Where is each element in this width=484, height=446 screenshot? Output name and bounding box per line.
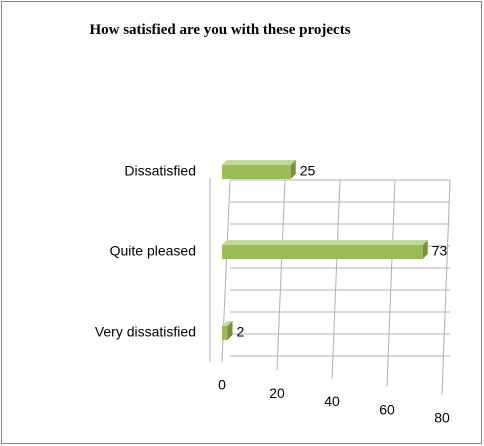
grid-line [441, 179, 451, 396]
bar [222, 321, 233, 340]
y-tick-label: Dissatisfied [124, 163, 196, 179]
value-label: 73 [432, 243, 448, 259]
value-label: 25 [300, 163, 316, 179]
bar-top [222, 240, 428, 245]
bar [222, 240, 428, 259]
grid-line [276, 179, 286, 371]
bar-top [222, 160, 296, 165]
x-tick-label: 80 [434, 410, 450, 426]
x-tick-label: 20 [269, 385, 285, 401]
bar-front [222, 165, 291, 179]
bar-front [222, 245, 423, 259]
bar-side [290, 160, 296, 179]
bar-side [227, 321, 233, 340]
value-label: 2 [237, 324, 245, 340]
x-tick-label: 60 [379, 401, 395, 417]
bar [222, 160, 296, 179]
y-tick-label: Quite pleased [110, 243, 196, 259]
bar-front [222, 326, 228, 340]
chart-title: How satisfied are you with these project… [89, 22, 351, 38]
y-tick-label: Very dissatisfied [95, 324, 196, 340]
grid-line [386, 179, 396, 387]
x-tick-label: 40 [324, 393, 340, 409]
grid-line [331, 179, 341, 379]
bar-side [422, 240, 428, 259]
bar-top [222, 321, 233, 326]
x-tick-label: 0 [218, 377, 226, 393]
